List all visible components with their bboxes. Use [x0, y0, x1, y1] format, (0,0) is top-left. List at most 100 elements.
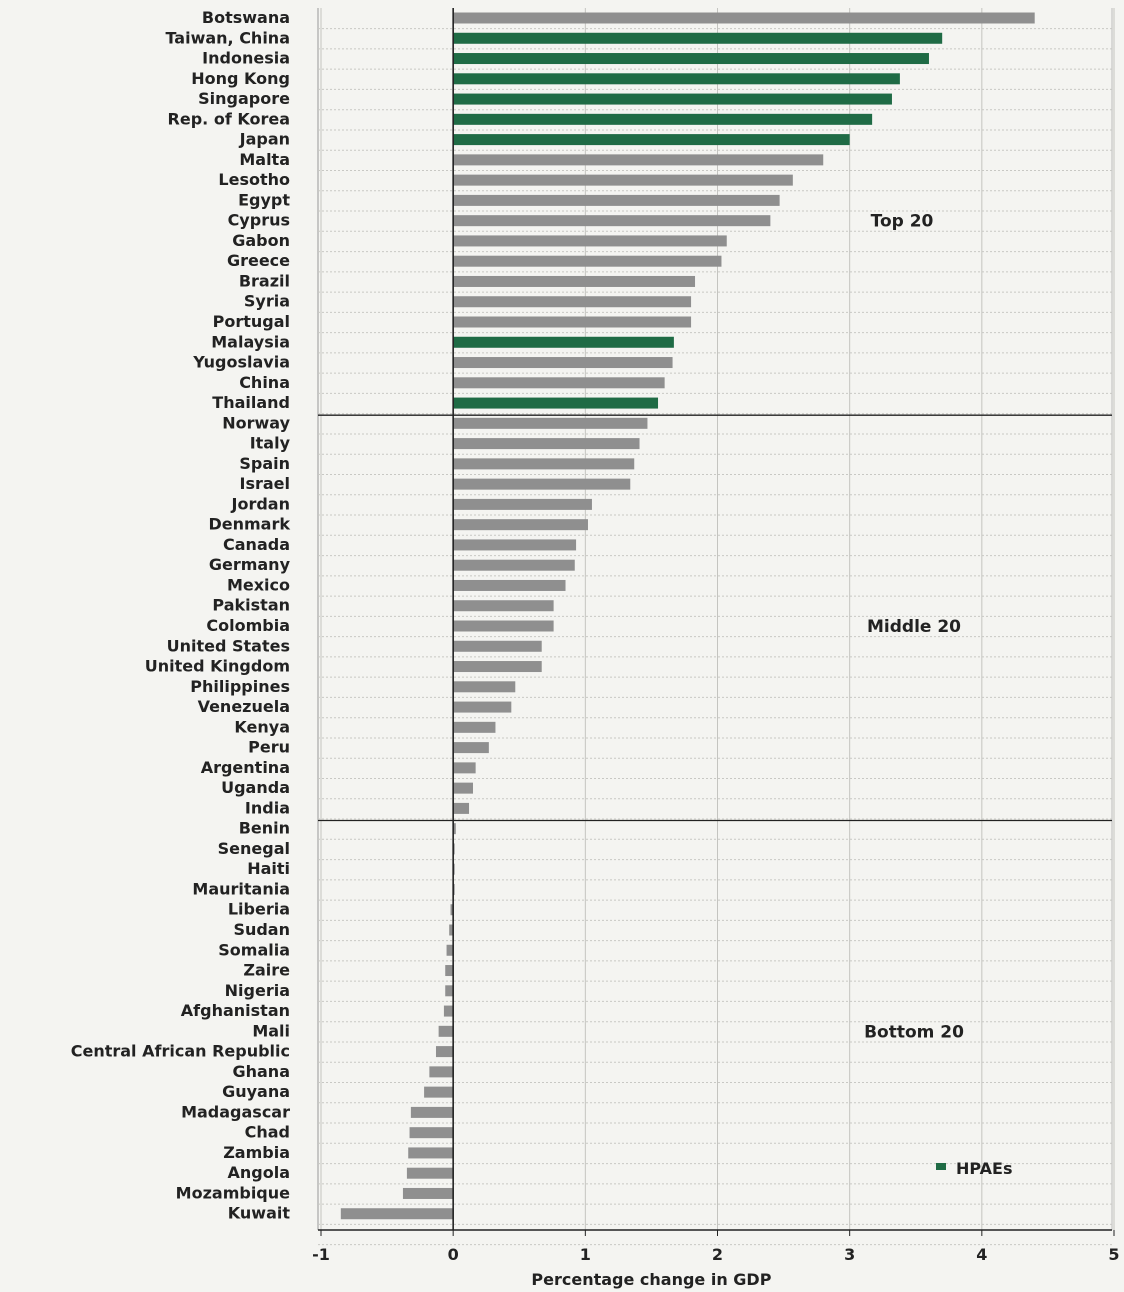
country-label: Egypt [238, 190, 290, 209]
country-label: Denmark [208, 515, 290, 534]
bar [453, 600, 554, 612]
bar [453, 701, 512, 713]
bar [453, 620, 554, 632]
x-tick-label: 1 [580, 1245, 591, 1264]
bar [453, 498, 592, 510]
bar [453, 640, 542, 652]
country-label: Nigeria [225, 981, 290, 1000]
country-label: Japan [239, 130, 290, 149]
country-label: Canada [223, 535, 290, 554]
group-dividers [318, 414, 1112, 822]
bar [449, 924, 454, 936]
x-tick-label: -1 [312, 1245, 330, 1264]
country-label: Portugal [213, 312, 290, 331]
bar [453, 478, 631, 490]
country-label: Norway [222, 413, 290, 432]
bar [453, 134, 850, 146]
bar [453, 336, 674, 348]
country-label: Syria [244, 292, 290, 311]
country-label: Somalia [218, 940, 290, 959]
bars [340, 12, 1035, 1220]
bar [453, 762, 476, 774]
country-label: Mauritania [192, 879, 290, 898]
bar [453, 823, 456, 835]
x-axis-title: Percentage change in GDP [531, 1270, 771, 1289]
group-label: Middle 20 [867, 617, 961, 637]
country-label: United States [167, 636, 290, 655]
bar [424, 1086, 454, 1098]
country-label: Afghanistan [181, 1001, 290, 1020]
country-label: Gabon [232, 231, 290, 250]
country-label: Malta [239, 150, 290, 169]
bar [445, 985, 454, 997]
bar [453, 235, 727, 247]
legend: HPAEs [936, 1159, 1012, 1178]
bar [453, 579, 566, 591]
country-label: Mozambique [176, 1183, 290, 1202]
country-label: United Kingdom [145, 657, 290, 676]
group-label: Bottom 20 [864, 1022, 964, 1042]
bar [453, 539, 577, 551]
country-label: Zaire [243, 961, 290, 980]
bar [453, 215, 771, 227]
country-label: Brazil [239, 271, 290, 290]
country-label: Ghana [232, 1062, 290, 1081]
bar [453, 12, 1035, 24]
legend-label-hpaes: HPAEs [956, 1159, 1012, 1178]
country-label: Venezuela [198, 697, 290, 716]
bar [408, 1147, 454, 1159]
country-label: Lesotho [218, 170, 290, 189]
bar [453, 397, 659, 409]
bar [453, 559, 575, 571]
bar [453, 316, 692, 328]
x-axis: -1 0 1 2 3 4 5 Percentage change in GDP [312, 8, 1120, 1289]
country-label: China [239, 373, 290, 392]
country-label: Argentina [201, 758, 290, 777]
country-label: Singapore [198, 89, 290, 108]
country-label: Kenya [234, 717, 290, 736]
bar [453, 721, 496, 733]
bar [453, 154, 824, 166]
bar [402, 1187, 454, 1199]
country-label: Sudan [233, 920, 290, 939]
country-label: Zambia [223, 1143, 290, 1162]
country-label: Malaysia [211, 332, 290, 351]
bar [453, 519, 588, 531]
x-tick-label: 0 [448, 1245, 459, 1264]
country-label: Madagascar [181, 1102, 290, 1121]
x-tick-label: 3 [844, 1245, 855, 1264]
country-label: Hong Kong [191, 69, 290, 88]
bar [453, 742, 489, 754]
bar [438, 1025, 454, 1037]
bar [409, 1127, 454, 1139]
country-label: Chad [245, 1123, 290, 1142]
country-label: Philippines [190, 677, 290, 696]
country-label: India [245, 798, 290, 817]
bar [453, 661, 542, 673]
country-label: Botswana [202, 8, 290, 27]
bar [453, 458, 635, 470]
country-label: Yugoslavia [192, 353, 290, 372]
bar [453, 53, 929, 65]
country-label: Germany [209, 555, 291, 574]
gridlines [317, 8, 1115, 1246]
bar [340, 1208, 454, 1220]
country-label: Kuwait [228, 1204, 291, 1223]
country-label: Spain [239, 454, 290, 473]
country-label: Italy [250, 434, 291, 453]
bar [453, 255, 722, 267]
country-label: Taiwan, China [165, 28, 290, 47]
bar [453, 357, 673, 369]
bar [453, 296, 692, 308]
country-label: Benin [239, 819, 290, 838]
country-label: Angola [228, 1163, 291, 1182]
country-label: Pakistan [212, 596, 290, 615]
country-label: Colombia [206, 616, 290, 635]
country-label: Mexico [227, 575, 290, 594]
bar [453, 438, 640, 450]
bar [453, 417, 648, 429]
country-label: Peru [248, 738, 290, 757]
country-label: Jordan [231, 494, 290, 513]
bar [410, 1106, 454, 1118]
